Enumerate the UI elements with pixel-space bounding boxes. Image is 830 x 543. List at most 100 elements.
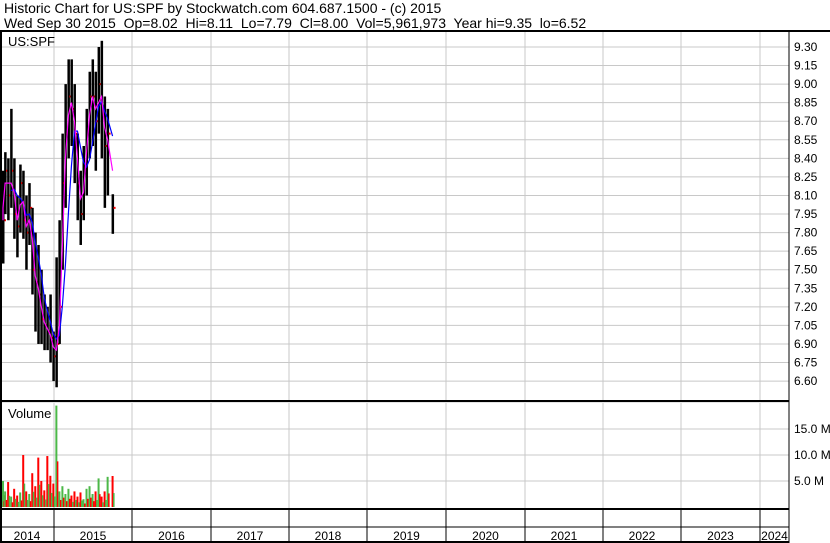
volume-bar — [10, 496, 13, 507]
volume-bar — [53, 496, 56, 507]
volume-bar — [32, 491, 35, 507]
price-bar — [37, 244, 40, 344]
volume-bar — [67, 488, 70, 507]
volume-bar — [96, 499, 98, 507]
year-label: 2022 — [629, 529, 656, 543]
price-bar — [52, 331, 55, 382]
volume-bar — [38, 484, 41, 507]
volume-bar — [97, 478, 100, 507]
year-label: 2020 — [472, 529, 499, 543]
year-label: 2024 — [761, 529, 788, 543]
year-label: 2014 — [14, 529, 41, 543]
volume-bar — [61, 486, 64, 507]
volume-bar — [100, 496, 103, 507]
price-bar — [31, 207, 34, 295]
volume-bar — [17, 501, 20, 507]
close-tick — [4, 219, 6, 222]
volume-bar — [26, 499, 29, 507]
close-tick — [6, 169, 9, 172]
volume-bar — [46, 456, 49, 507]
price-bar — [64, 84, 67, 208]
volume-bar — [103, 491, 106, 507]
volume-bar — [7, 482, 10, 507]
volume-bar — [14, 498, 17, 507]
volume-bar — [93, 501, 95, 507]
price-tick-label: 7.65 — [794, 244, 818, 258]
volume-tick-label: 5.0 M — [794, 474, 824, 488]
close-tick — [69, 95, 72, 98]
price-bar — [106, 108, 110, 196]
year-label: 2018 — [315, 529, 342, 543]
quote-summary: Wed Sep 30 2015 Op=8.02 Hi=8.11 Lo=7.79 … — [4, 15, 587, 31]
volume-label: Volume — [8, 406, 51, 421]
close-tick — [54, 355, 57, 358]
volume-tick-label: 10.0 M — [794, 448, 830, 462]
volume-bar — [73, 491, 76, 507]
price-bar — [7, 158, 10, 221]
close-tick — [81, 213, 84, 216]
volume-bar — [80, 500, 83, 507]
price-tick-label: 7.05 — [794, 318, 818, 332]
volume-bar — [91, 494, 94, 507]
close-tick — [108, 132, 111, 135]
close-tick — [93, 95, 96, 98]
volume-bar — [35, 497, 38, 507]
volume-bar — [71, 501, 74, 507]
price-bar — [91, 59, 95, 146]
close-tick — [72, 107, 75, 110]
volume-bar — [58, 491, 61, 507]
volume-bar — [52, 483, 55, 507]
volume-bar — [25, 491, 28, 507]
price-bar — [49, 294, 52, 363]
close-tick — [96, 120, 99, 123]
volume-bars — [2, 405, 115, 507]
volume-bar — [79, 492, 82, 507]
volume-bar — [64, 494, 67, 507]
ma-short-line — [2, 94, 114, 352]
price-bar — [61, 133, 64, 270]
close-tick — [51, 336, 54, 339]
price-tick-label: 8.10 — [794, 188, 818, 202]
price-bar — [103, 96, 107, 208]
volume-bar — [31, 473, 34, 507]
volume-bar — [23, 483, 26, 507]
close-tick — [75, 132, 78, 135]
close-tick — [18, 225, 21, 228]
volume-bar — [37, 457, 40, 507]
gridlines — [2, 32, 789, 508]
volume-bar — [102, 502, 104, 507]
year-label: 2023 — [707, 529, 734, 543]
price-bar — [10, 108, 13, 208]
price-bar — [97, 47, 101, 134]
price-bar — [55, 257, 58, 388]
volume-bar — [74, 499, 77, 507]
close-tick — [57, 342, 60, 345]
close-tick — [105, 144, 108, 147]
year-label: 2016 — [158, 529, 185, 543]
price-tick-label: 8.55 — [794, 133, 818, 147]
volume-bar — [47, 484, 50, 507]
volume-bar — [41, 495, 44, 507]
price-tick-label: 8.40 — [794, 151, 818, 165]
close-tick — [9, 194, 12, 197]
volume-bar — [44, 499, 47, 507]
price-tick-label: 8.85 — [794, 96, 818, 110]
price-tick-label: 7.50 — [794, 263, 818, 277]
volume-bar — [106, 476, 109, 507]
price-bar — [76, 133, 79, 221]
volume-bar — [105, 499, 107, 507]
volume-bar — [111, 476, 114, 507]
volume-bar — [40, 481, 43, 507]
close-tick — [99, 83, 102, 86]
close-tick — [39, 293, 42, 296]
close-tick — [30, 206, 33, 209]
close-tick — [90, 95, 93, 98]
volume-bar — [113, 493, 115, 507]
volume-bar — [94, 491, 97, 507]
volume-bar — [59, 499, 62, 507]
price-bar — [58, 220, 61, 344]
volume-bar — [65, 501, 68, 507]
close-tick — [60, 305, 63, 308]
volume-bar — [77, 502, 80, 507]
year-label: 2015 — [80, 529, 107, 543]
